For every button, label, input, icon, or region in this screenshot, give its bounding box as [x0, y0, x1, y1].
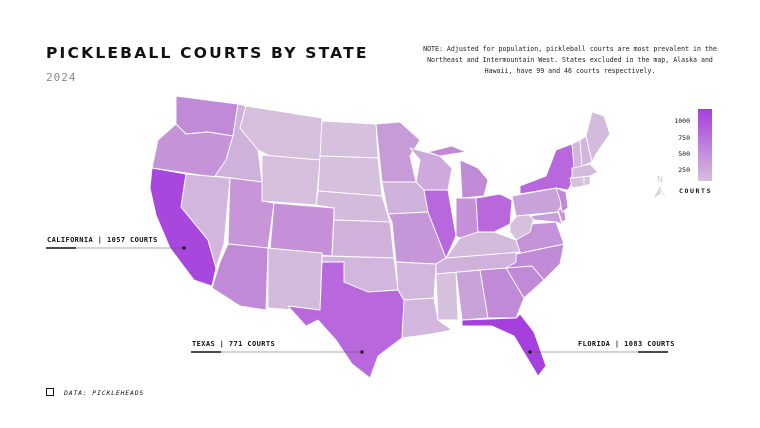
florida-callout-label: FLORIDA | 1083 COURTS — [578, 340, 675, 348]
state-indiana — [455, 197, 479, 239]
state-north-dakota — [319, 120, 379, 159]
state-wyoming — [261, 154, 321, 206]
california-callout-label: CALIFORNIA | 1057 COURTS — [47, 236, 158, 244]
state-louisiana — [401, 297, 453, 339]
state-maryland — [529, 211, 563, 225]
state-kansas — [331, 219, 395, 259]
texas-callout-dot — [360, 350, 364, 354]
state-michigan — [427, 145, 489, 199]
north-arrow-icon: N — [654, 175, 666, 198]
legend-tick-250: 250 — [678, 166, 690, 174]
state-pennsylvania — [511, 187, 563, 217]
legend-color-bar — [698, 109, 712, 181]
data-source: DATA: PICKLEHEADS — [64, 389, 145, 397]
legend-title: COURTS — [679, 187, 713, 195]
state-new-jersey — [555, 187, 569, 213]
legend-tick-1000: 1000 — [674, 117, 690, 125]
map-note: NOTE: Adjusted for population, picklebal… — [423, 45, 717, 75]
state-washington — [175, 95, 239, 137]
state-colorado — [269, 202, 335, 257]
state-massachusetts — [571, 163, 599, 179]
state-south-dakota — [317, 155, 383, 197]
legend-tick-750: 750 — [678, 134, 690, 142]
state-illinois — [423, 189, 457, 259]
state-new-mexico — [267, 247, 323, 313]
source-square-icon — [46, 388, 54, 396]
texas-callout-label: TEXAS | 771 COURTS — [192, 340, 276, 348]
page-title: PICKLEBALL COURTS BY STATE — [46, 44, 369, 62]
state-texas — [287, 261, 405, 379]
state-maine — [585, 111, 611, 163]
state-north-carolina — [505, 243, 565, 281]
state-mississippi — [435, 271, 459, 321]
california-callout-dot — [182, 246, 186, 250]
florida-callout-dot — [528, 350, 532, 354]
page-subtitle: 2024 — [46, 71, 77, 84]
state-florida — [461, 313, 547, 377]
state-new-york — [519, 143, 577, 195]
north-label: N — [657, 175, 663, 184]
state-arkansas — [395, 261, 437, 301]
legend-tick-500: 500 — [678, 150, 690, 158]
state-ohio — [475, 193, 513, 233]
state-rhode-island — [583, 175, 591, 187]
